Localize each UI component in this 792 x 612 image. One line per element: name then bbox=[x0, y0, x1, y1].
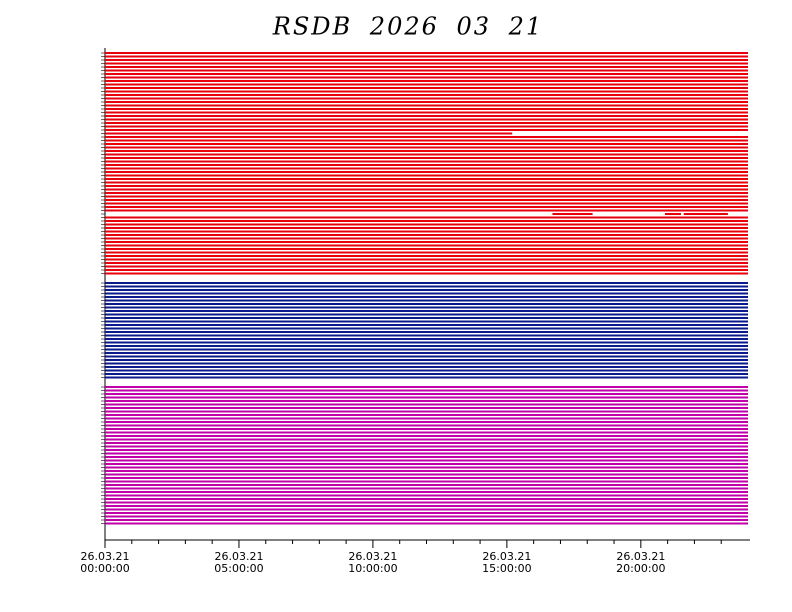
x-tick-label: 26.03.21 15:00:00 bbox=[482, 550, 531, 575]
x-tick-label: 26.03.21 05:00:00 bbox=[214, 550, 263, 575]
x-tick-label: 26.03.21 00:00:00 bbox=[80, 550, 129, 575]
x-tick-label: 26.03.21 10:00:00 bbox=[348, 550, 397, 575]
x-tick-label: 26.03.21 20:00:00 bbox=[616, 550, 665, 575]
chart-title: RSDB 2026 03 21 bbox=[272, 13, 543, 41]
